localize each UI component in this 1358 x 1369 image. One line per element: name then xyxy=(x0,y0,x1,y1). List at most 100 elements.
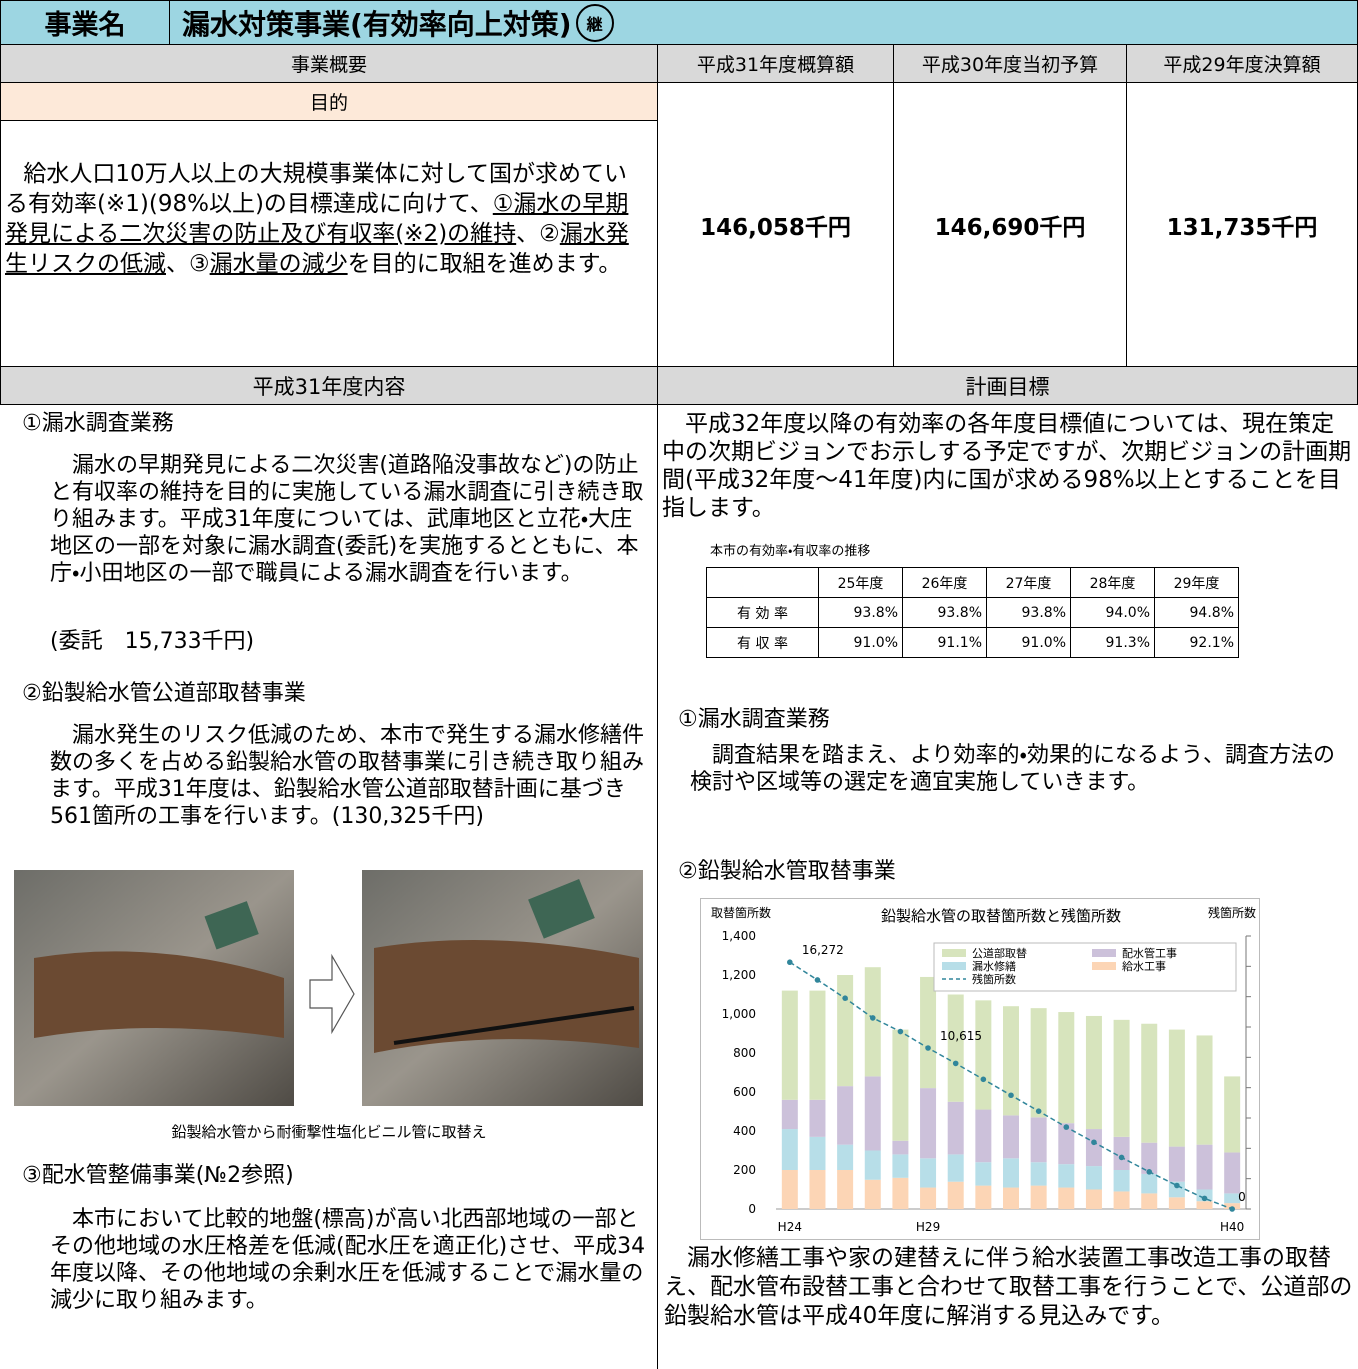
bar-segment xyxy=(1030,1185,1047,1209)
bar-segment xyxy=(1196,1189,1213,1202)
bar-segment xyxy=(1113,1170,1130,1192)
legend-label: 給水工事 xyxy=(1122,960,1166,973)
amount-cell: 146,058千円 xyxy=(657,82,894,367)
line-marker xyxy=(1035,1108,1042,1114)
bar-segment xyxy=(1003,1187,1019,1209)
bar-segment xyxy=(1196,1035,1213,1145)
trench xyxy=(374,940,639,1053)
y2-axis-title: 残箇所数 xyxy=(1208,905,1256,920)
line-marker xyxy=(952,1060,959,1067)
bar-segment xyxy=(1085,1189,1102,1209)
line-marker xyxy=(842,995,848,1001)
chart-title: 鉛製給水管の取替箇所数と残箇所数 xyxy=(881,907,1121,925)
line-marker xyxy=(1118,1154,1125,1161)
bar-segment xyxy=(1168,1197,1185,1209)
legend-box xyxy=(933,942,1237,992)
section-body: 調査結果を踏まえ、より効率的・効果的になるよう、調査方法の検討や区域等の選定を適… xyxy=(690,743,1336,795)
line-marker xyxy=(1174,1182,1180,1189)
section-body: 漏水の早期発見による二次災害(道路陥没事故など)の防止と有収率の維持を目的に実施… xyxy=(50,453,644,586)
table-row: 25年度 26年度 27年度 28年度 29年度 xyxy=(706,567,1239,598)
bar-segment xyxy=(892,1154,909,1178)
bar-segment xyxy=(1224,1076,1241,1153)
column-header: 27年度 xyxy=(986,567,1071,598)
bar-segment xyxy=(1141,1173,1158,1194)
corner-cell xyxy=(706,567,819,598)
bar-segment xyxy=(920,1158,937,1188)
purpose-cell: 給水人口10万人以上の大規模事業体に対して国が求めている有効率(※1)(98%以… xyxy=(0,120,658,367)
bar-segment xyxy=(892,1029,909,1141)
section-note: (委託 15,733千円) xyxy=(50,629,255,654)
bar-segment xyxy=(975,1162,992,1186)
bar-segment xyxy=(864,1179,881,1209)
line-marker xyxy=(1201,1195,1208,1202)
content-header: 平成31年度内容 xyxy=(0,366,658,405)
x-tick-label: H40 xyxy=(1220,1220,1244,1234)
intro: 平成32年度以降の有効率の各年度目標値については、現在策定中の次期ビジョンでお示… xyxy=(662,411,1352,521)
bar-segment xyxy=(864,1076,881,1151)
legend-label: 残箇所数 xyxy=(972,972,1016,986)
cell: 91.1% xyxy=(902,627,987,658)
table-row: 有 収 率 91.0% 91.1% 91.0% 91.3% 92.1% xyxy=(706,627,1239,658)
bar-segment xyxy=(781,1099,798,1130)
bar-segment xyxy=(1168,1181,1185,1198)
bar-segment xyxy=(864,1150,881,1180)
photos xyxy=(14,870,643,1106)
bar-segment xyxy=(947,1101,964,1155)
line-marker xyxy=(1063,1124,1070,1130)
line-marker xyxy=(897,1028,904,1035)
target-header-text: 計画目標 xyxy=(965,374,1050,399)
bar-segment xyxy=(1141,1193,1158,1209)
legend-label: 漏水修繕 xyxy=(972,959,1016,973)
column-header: 平成30年度当初予算 xyxy=(893,44,1127,83)
cell: 94.0% xyxy=(1070,597,1155,628)
bar-segment xyxy=(975,1000,992,1110)
y-tick-label: 400 xyxy=(733,1124,756,1138)
legend-label: 配水管工事 xyxy=(1122,946,1177,960)
label-cell: 事業名 xyxy=(0,0,170,45)
bar-segment xyxy=(892,1177,909,1209)
target-header: 計画目標 xyxy=(657,366,1358,405)
bar-segment xyxy=(1003,1115,1019,1159)
legend-swatch xyxy=(1092,962,1116,970)
section-title: ②鉛製給水管取替事業 xyxy=(678,859,896,884)
bar-segment xyxy=(947,994,964,1102)
y-tick-label: 600 xyxy=(733,1085,756,1099)
project-title: 漏水対策事業(有効率向上対策) xyxy=(182,7,572,41)
bar-segment xyxy=(1030,1117,1047,1163)
section-body: 本市において比較的地盤(標高)が高い北西部地域の一部とその他地域の水圧格差を低減… xyxy=(50,1207,646,1313)
cell: 91.3% xyxy=(1070,627,1155,658)
badge: 継 xyxy=(575,3,614,42)
board xyxy=(204,901,259,950)
y-tick-label: 0 xyxy=(748,1202,756,1216)
purpose-segment: 漏水発生リスクの低減 xyxy=(5,221,629,277)
column-header-text: 平成30年度当初予算 xyxy=(921,54,1099,76)
bar-segment xyxy=(975,1109,992,1163)
bar-segment xyxy=(1058,1012,1075,1124)
line-marker xyxy=(869,1015,876,1021)
amount-cell: 131,735千円 xyxy=(1126,82,1358,367)
section-title: ②鉛製給水管公道部取替事業 xyxy=(22,681,306,706)
y-tick-label: 800 xyxy=(733,1046,756,1060)
section-title: ③配水管整備事業(№2参照) xyxy=(22,1163,294,1188)
bar-segment xyxy=(1058,1123,1075,1165)
table-caption: 本市の有効率・有収率の推移 xyxy=(710,544,871,559)
data-label: 10,615 xyxy=(940,1029,982,1043)
bar-segment xyxy=(1058,1187,1075,1209)
bar-segment xyxy=(837,1144,854,1170)
bar-segment xyxy=(809,990,826,1100)
bar-segment xyxy=(1113,1136,1130,1170)
line-marker xyxy=(1091,1139,1097,1146)
purpose-segment: 漏水量の減少 xyxy=(209,251,348,277)
bar-segment xyxy=(781,1170,798,1209)
line-marker xyxy=(980,1076,987,1083)
table-row: 有 効 率 93.8% 93.8% 93.8% 94.0% 94.8% xyxy=(706,597,1239,628)
bar-segment xyxy=(1224,1193,1241,1204)
conclusion: 漏水修繕工事や家の建替えに伴う給水装置工事改造工事の取替え、配水管布設替工事と合… xyxy=(664,1245,1353,1329)
cell: 93.8% xyxy=(818,597,903,628)
bar-segment xyxy=(920,1088,937,1159)
bar-segment xyxy=(947,1154,964,1182)
purpose-segment: 、② xyxy=(516,221,560,247)
amount: 131,735千円 xyxy=(1166,214,1318,241)
